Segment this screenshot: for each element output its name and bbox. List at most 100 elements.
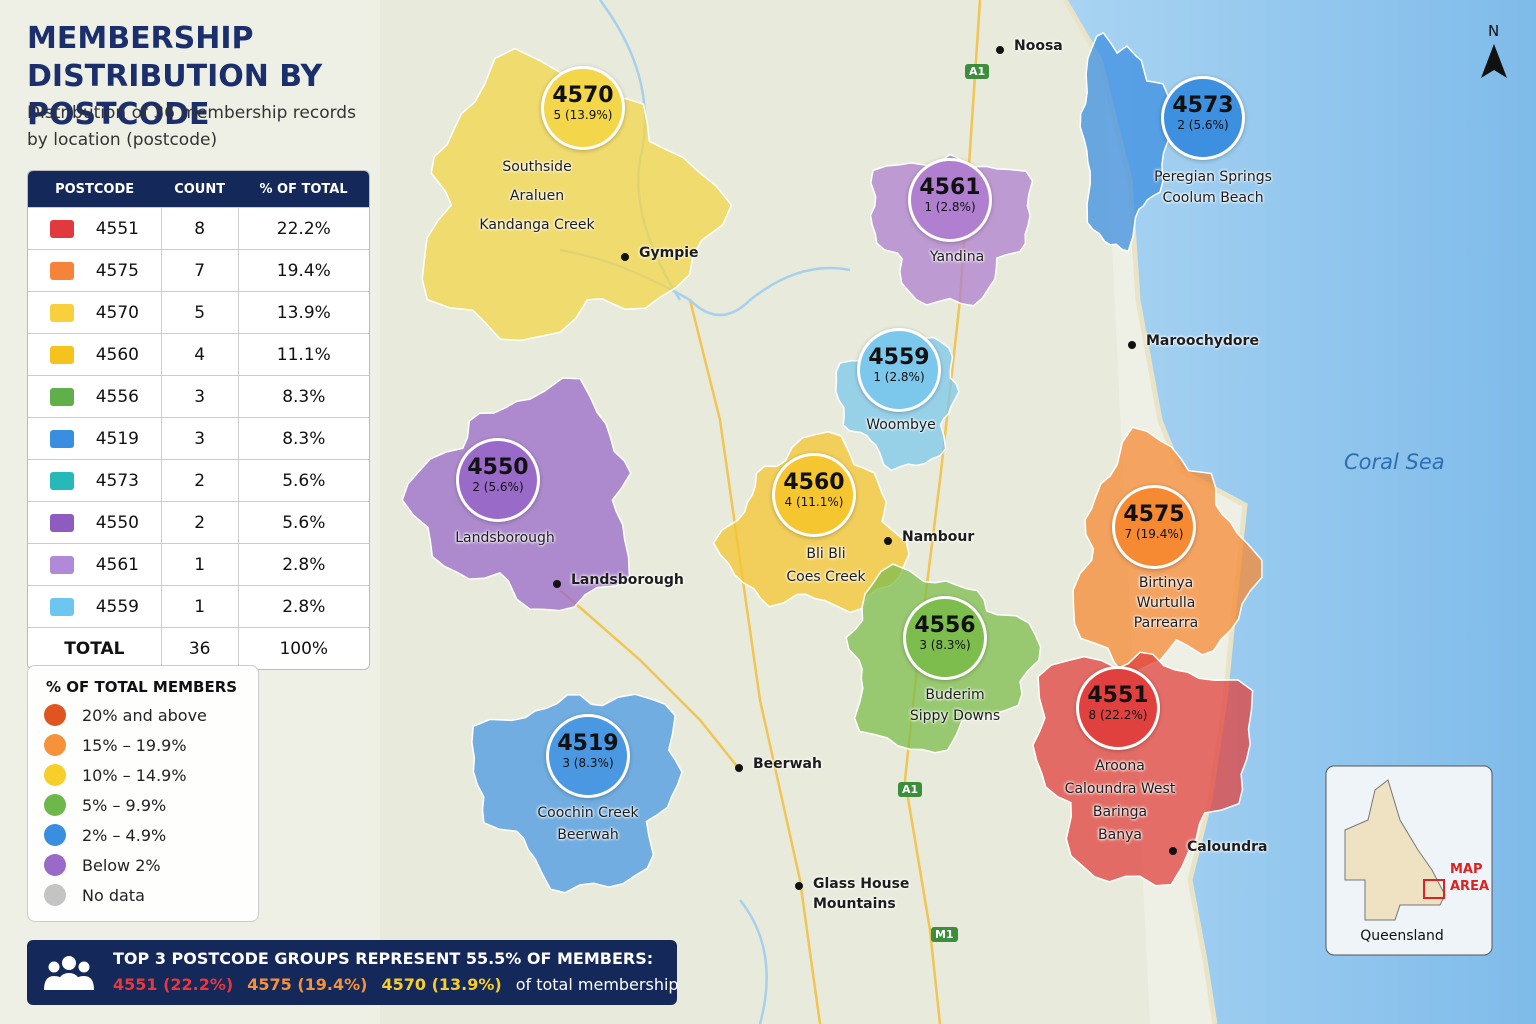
road-shield: M1 bbox=[931, 927, 958, 942]
place-dot bbox=[795, 882, 803, 890]
postcode: 4519 bbox=[95, 428, 139, 449]
suburb-label: Aroona bbox=[1095, 758, 1145, 774]
region-bubble: 4550 2 (5.6%) bbox=[456, 438, 540, 522]
place-dot bbox=[996, 46, 1004, 54]
region-postcode: 4560 bbox=[783, 470, 845, 495]
suburb-label: Kandanga Creek bbox=[479, 217, 595, 233]
color-swatch bbox=[49, 345, 74, 364]
table-row: 4575 7 19.4% bbox=[28, 249, 369, 292]
legend-dot bbox=[44, 824, 66, 846]
color-swatch bbox=[49, 303, 74, 322]
summary-banner: TOP 3 POSTCODE GROUPS REPRESENT 55.5% OF… bbox=[27, 940, 679, 1005]
place-label: Maroochydore bbox=[1146, 333, 1259, 349]
legend-item: 15% – 19.9% bbox=[44, 734, 258, 756]
north-arrow bbox=[1481, 44, 1507, 78]
percent-cell: 22.2% bbox=[237, 207, 369, 250]
place-dot bbox=[1169, 847, 1177, 855]
count-cell: 8 bbox=[160, 207, 239, 250]
legend-item: 20% and above bbox=[44, 704, 258, 726]
place-label: Noosa bbox=[1014, 38, 1063, 54]
region-bubble: 4573 2 (5.6%) bbox=[1161, 76, 1245, 160]
region-count: 2 (5.6%) bbox=[472, 480, 524, 494]
suburb-label: Woombye bbox=[866, 417, 936, 433]
legend-item: Below 2% bbox=[44, 854, 258, 876]
suburb-label: Banya bbox=[1098, 827, 1142, 843]
total-label: TOTAL bbox=[28, 627, 162, 669]
road-shield: A1 bbox=[965, 64, 990, 79]
region-count: 7 (19.4%) bbox=[1124, 527, 1184, 541]
percent-cell: 13.9% bbox=[237, 291, 369, 334]
table-row: 4556 3 8.3% bbox=[28, 375, 369, 418]
suburb-label: Yandina bbox=[929, 249, 985, 265]
place-dot bbox=[735, 764, 743, 772]
region-bubble: 4551 8 (22.2%) bbox=[1076, 666, 1160, 750]
percent-cell: 8.3% bbox=[237, 375, 369, 418]
legend-dot bbox=[44, 794, 66, 816]
region-count: 3 (8.3%) bbox=[562, 756, 614, 770]
place-label: Gympie bbox=[639, 245, 699, 261]
suburb-label: Coochin Creek bbox=[537, 805, 639, 821]
summary-item: 4551 (22.2%) bbox=[113, 975, 234, 994]
legend-dot bbox=[44, 734, 66, 756]
postcode-cell: 4556 bbox=[28, 375, 162, 418]
people-icon bbox=[44, 956, 94, 990]
place-label: Landsborough bbox=[571, 572, 684, 588]
legend-label: 2% – 4.9% bbox=[82, 825, 167, 845]
color-swatch bbox=[49, 219, 74, 238]
place-label: Glass House Mountains bbox=[813, 876, 910, 912]
road-shield: A1 bbox=[898, 782, 923, 797]
legend-title: % OF TOTAL MEMBERS bbox=[46, 678, 238, 696]
region-bubble: 4559 1 (2.8%) bbox=[857, 328, 941, 412]
place-dot bbox=[1128, 341, 1136, 349]
postcode: 4556 bbox=[95, 386, 139, 407]
legend-label: Below 2% bbox=[82, 855, 161, 875]
region-bubble: 4570 5 (13.9%) bbox=[541, 66, 625, 150]
postcode: 4570 bbox=[95, 302, 139, 323]
suburb-label: Parrearra bbox=[1133, 615, 1199, 631]
postcode: 4561 bbox=[95, 554, 139, 575]
suburb-label: Peregian Springs bbox=[1154, 169, 1272, 185]
table-row: 4570 5 13.9% bbox=[28, 291, 369, 334]
sea-label: Coral Sea bbox=[1344, 450, 1445, 474]
count-cell: 3 bbox=[160, 375, 239, 418]
postcode-cell: 4519 bbox=[28, 417, 162, 460]
color-swatch bbox=[49, 555, 74, 574]
total-row: TOTAL 36 100% bbox=[28, 627, 369, 669]
count-cell: 1 bbox=[160, 585, 239, 628]
place-label: Caloundra bbox=[1187, 839, 1268, 855]
title: MEMBERSHIP DISTRIBUTION BY POSTCODE bbox=[27, 21, 323, 132]
postcode: 4575 bbox=[95, 260, 139, 281]
region-postcode: 4570 bbox=[552, 83, 614, 108]
legend-item: 10% – 14.9% bbox=[44, 764, 258, 786]
region-count: 2 (5.6%) bbox=[1177, 118, 1229, 132]
legend-dot bbox=[44, 854, 66, 876]
region-count: 3 (8.3%) bbox=[919, 638, 971, 652]
legend-label: 5% – 9.9% bbox=[82, 795, 167, 815]
postcode-cell: 4550 bbox=[28, 501, 162, 544]
color-swatch bbox=[49, 261, 74, 280]
column-header: POSTCODE bbox=[28, 171, 162, 208]
legend-label: 10% – 14.9% bbox=[82, 765, 187, 785]
total-count: 36 bbox=[160, 627, 239, 669]
percent-cell: 2.8% bbox=[237, 543, 369, 586]
region-postcode: 4561 bbox=[919, 175, 981, 200]
region-count: 1 (2.8%) bbox=[873, 370, 925, 384]
inset bbox=[1325, 765, 1493, 956]
region-area bbox=[421, 47, 733, 342]
region-postcode: 4519 bbox=[557, 731, 619, 756]
inset-label: Queensland bbox=[1360, 928, 1444, 944]
count-cell: 2 bbox=[160, 501, 239, 544]
table-row: 4551 8 22.2% bbox=[28, 207, 369, 250]
table-row: 4573 2 5.6% bbox=[28, 459, 369, 502]
count-cell: 7 bbox=[160, 249, 239, 292]
place-dot bbox=[621, 253, 629, 261]
region-bubble: 4575 7 (19.4%) bbox=[1112, 485, 1196, 569]
table-row: 4560 4 11.1% bbox=[28, 333, 369, 376]
summary-headline: TOP 3 POSTCODE GROUPS REPRESENT 55.5% OF… bbox=[113, 949, 654, 968]
subtitle: Distribution of 36 membership records by… bbox=[27, 103, 356, 150]
count-cell: 5 bbox=[160, 291, 239, 334]
postcode-cell: 4573 bbox=[28, 459, 162, 502]
region-postcode: 4556 bbox=[914, 613, 976, 638]
suburb-label: Birtinya bbox=[1138, 575, 1194, 591]
